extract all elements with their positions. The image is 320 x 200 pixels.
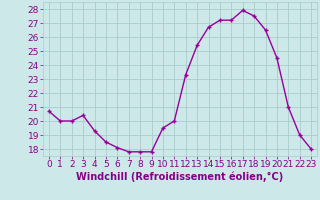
X-axis label: Windchill (Refroidissement éolien,°C): Windchill (Refroidissement éolien,°C) xyxy=(76,172,284,182)
